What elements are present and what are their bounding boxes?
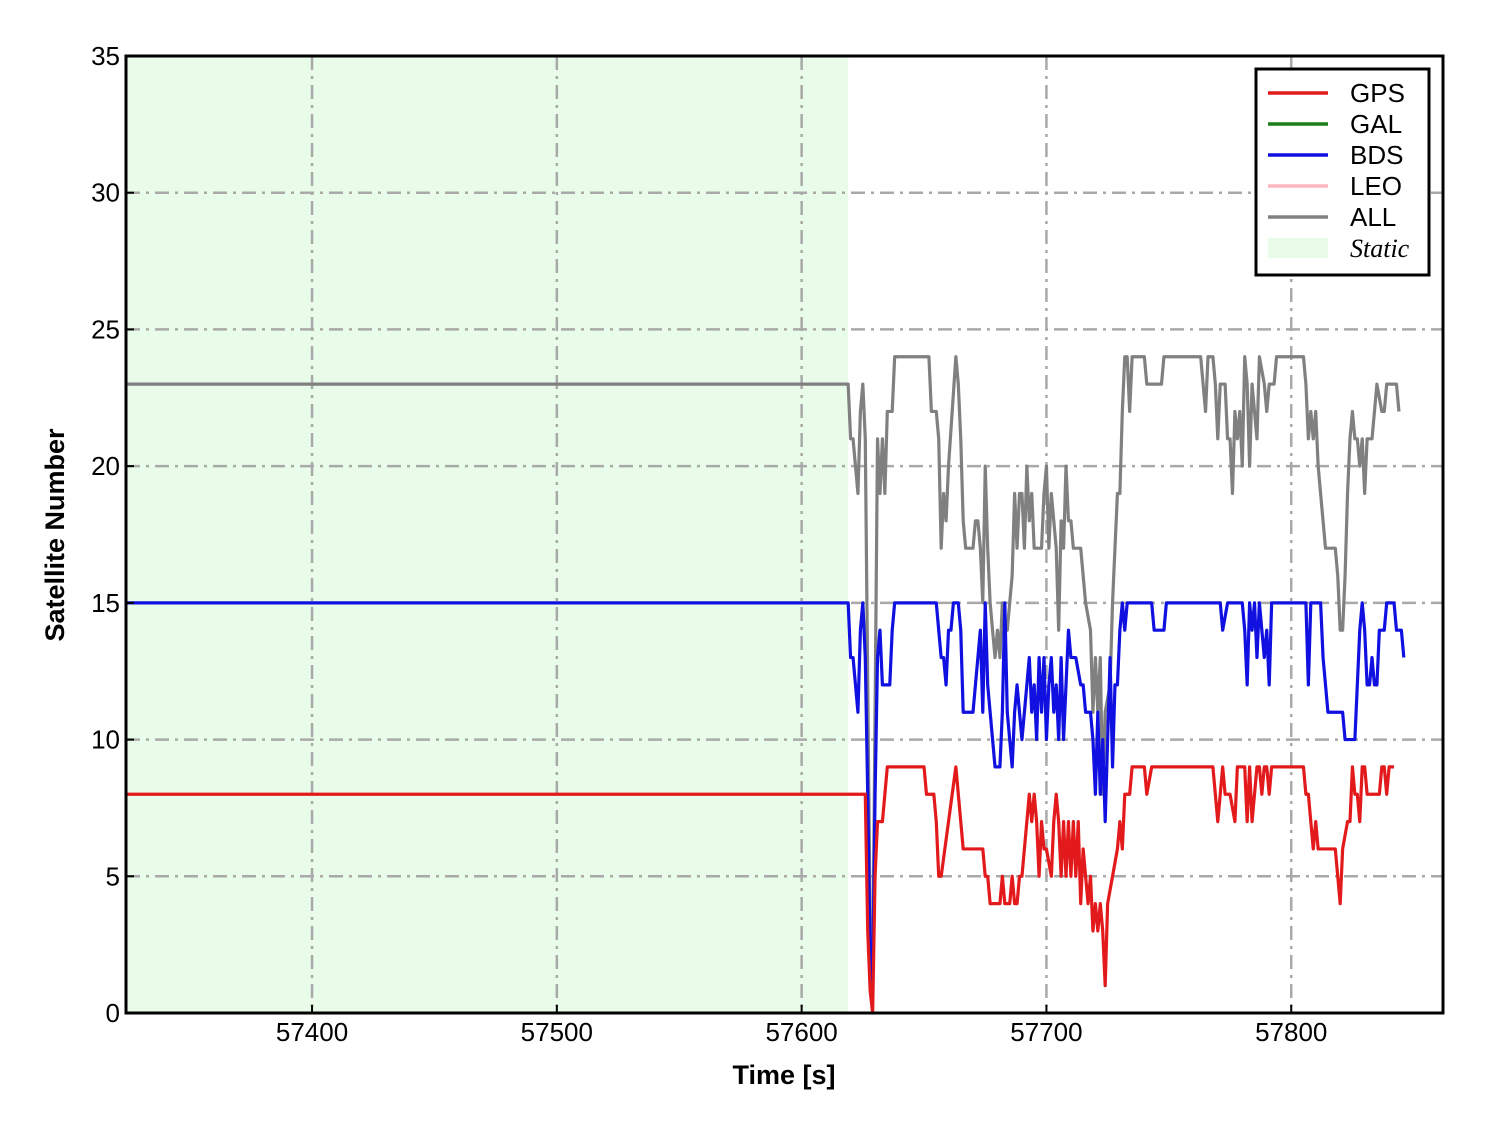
series-lines: [126, 355, 1406, 1015]
y-tick-label: 0: [106, 998, 120, 1028]
y-tick-label: 20: [91, 451, 120, 481]
x-tick-label: 57700: [1010, 1017, 1082, 1047]
x-tick-label: 57800: [1255, 1017, 1327, 1047]
axis-ticks: 57400 57500 57600 57700 57800 0 5 10 15 20 25 30 35: [91, 41, 1327, 1047]
legend-label-static: Static: [1350, 234, 1410, 263]
y-tick-label: 5: [106, 861, 120, 891]
x-tick-label: 57400: [276, 1017, 348, 1047]
static-region-band: [126, 56, 849, 1013]
y-tick-label: 35: [91, 41, 120, 71]
legend-label-gal: GAL: [1350, 109, 1402, 139]
legend-label-leo: LEO: [1350, 171, 1402, 201]
legend-label-all: ALL: [1350, 202, 1396, 232]
x-axis-label: Time [s]: [732, 1060, 835, 1090]
plot-frame: [124, 54, 1445, 1015]
y-tick-label: 15: [91, 588, 120, 618]
series-line-gps: [126, 765, 1395, 1015]
y-tick-label: 25: [91, 314, 120, 344]
series-line-bds: [126, 601, 1406, 988]
y-tick-label: 10: [91, 725, 120, 755]
y-tick-label: 30: [91, 178, 120, 208]
y-axis-label: Satellite Number: [40, 428, 70, 642]
series-line-all: [126, 355, 1401, 988]
static-region: [126, 56, 849, 1013]
x-tick-label: 57600: [765, 1017, 837, 1047]
legend-swatch-static: [1268, 238, 1328, 258]
legend-label-gps: GPS: [1350, 78, 1405, 108]
legend-label-bds: BDS: [1350, 140, 1403, 170]
x-tick-label: 57500: [521, 1017, 593, 1047]
